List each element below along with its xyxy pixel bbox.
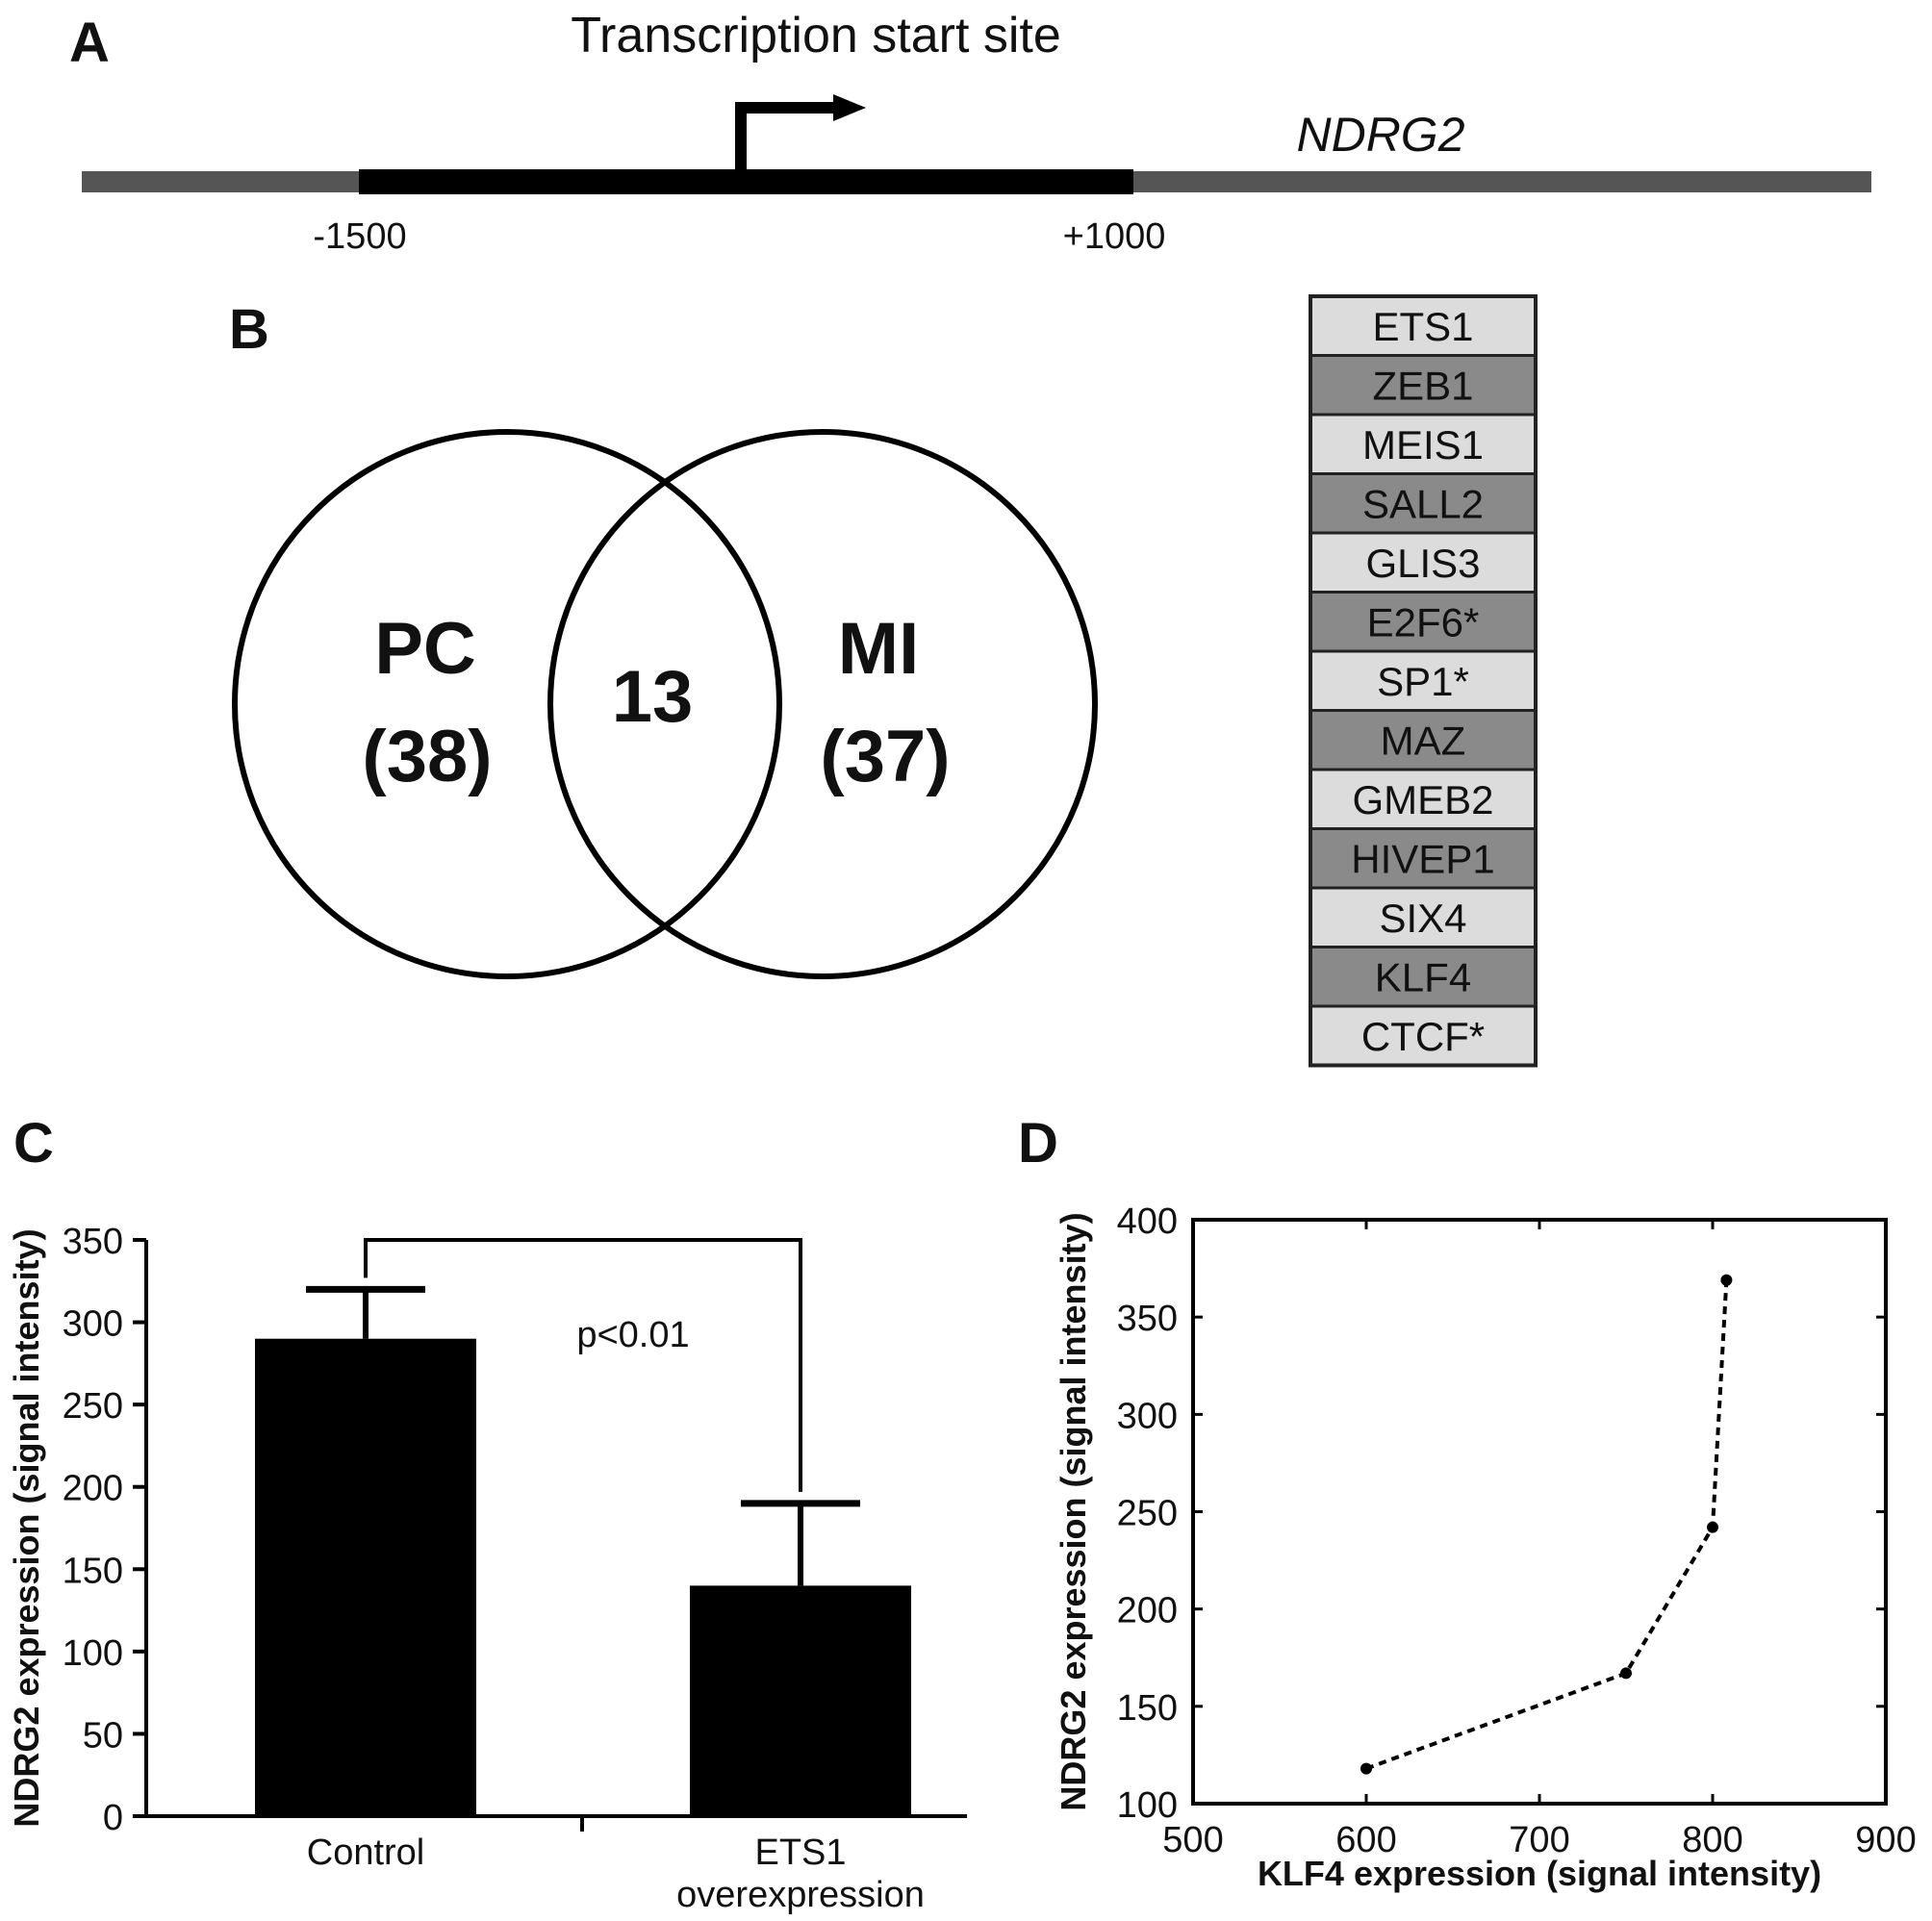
category-label-line: ETS1 — [754, 1833, 846, 1873]
y-axis-label-d: NDRG2 expression (signal intensity) — [1054, 1212, 1093, 1810]
y-tick-label-d: 150 — [1117, 1688, 1178, 1729]
category-label-line: Control — [307, 1833, 425, 1873]
tf-name: CTCF* — [1361, 1014, 1485, 1059]
y-axis-label-c: NDRG2 expression (signal intensity) — [7, 1228, 46, 1827]
data-point-d — [1620, 1667, 1632, 1680]
panel-c-letter: C — [13, 1112, 54, 1175]
tf-name: E2F6* — [1367, 599, 1480, 645]
y-tick-label-c: 350 — [63, 1222, 123, 1262]
panel-b-letter: B — [229, 298, 269, 361]
y-tick-label-c: 300 — [63, 1304, 123, 1345]
data-point-d — [1360, 1762, 1372, 1775]
y-tick-label-c: 50 — [83, 1715, 123, 1756]
chart-c: 0 50 100 150 200 250 300 350 NDRG2 expression (s… — [7, 1222, 967, 1915]
tf-cell — [1309, 413, 1538, 475]
panel-b: B PC (38) 13 MI (37) ETS1 ZEB1 MEIS1 SALL2 G… — [229, 294, 1538, 1068]
x-tick-label-d: 900 — [1855, 1820, 1916, 1860]
tf-name: SALL2 — [1362, 481, 1484, 526]
promoter-region — [359, 169, 1133, 194]
y-tick-label-d: 300 — [1117, 1396, 1178, 1436]
category-label-line: overexpression — [676, 1875, 925, 1915]
series-line-d — [1365, 1279, 1729, 1771]
tss-arrowhead-icon — [833, 94, 866, 121]
category-label-c: ETS1 overexpression — [676, 1833, 925, 1915]
panel-d: D 500 600 700 800 900 100 150 200 250 300 350 400 KL… — [1018, 1112, 1917, 1893]
venn-label-mi: MI — [838, 608, 919, 690]
tf-name: MEIS1 — [1362, 422, 1484, 468]
tf-table: ETS1 ZEB1 MEIS1 SALL2 GLIS3 E2F6* SP1* MAZ GMEB2… — [1309, 294, 1538, 1068]
tf-name: SP1* — [1377, 659, 1469, 704]
y-tick-label-c: 150 — [63, 1551, 123, 1591]
tf-cell — [1309, 946, 1538, 1008]
tf-name: MAZ — [1381, 718, 1466, 763]
x-tick-label-d: 700 — [1509, 1820, 1569, 1860]
data-point-d — [1707, 1521, 1718, 1533]
tf-table-border — [1309, 294, 1538, 1068]
x-tick-label-d: 500 — [1162, 1820, 1223, 1860]
y-tick-label-c: 100 — [63, 1633, 123, 1674]
x-tick-label-d: 800 — [1682, 1820, 1742, 1860]
tf-cell — [1309, 354, 1538, 417]
tf-name: SIX4 — [1379, 896, 1466, 941]
venn-count-mi: (37) — [820, 716, 950, 797]
venn-overlap-count: 13 — [612, 656, 694, 738]
venn-circle-mi — [547, 429, 1098, 979]
tf-name: KLF4 — [1375, 954, 1471, 999]
p-value-label: p<0.01 — [576, 1315, 689, 1355]
y-tick-label-d: 100 — [1117, 1785, 1178, 1826]
panel-d-letter: D — [1018, 1112, 1058, 1175]
x-tick-label-d: 600 — [1335, 1820, 1396, 1860]
y-tick-label-d: 250 — [1117, 1494, 1178, 1534]
right-coord: +1000 — [1063, 216, 1166, 257]
panel-c: C 0 50 100 150 200 250 300 350 NDRG2 expression … — [7, 1112, 967, 1915]
bar-c — [690, 1585, 911, 1816]
y-tick-label-d: 350 — [1117, 1299, 1178, 1339]
tf-name: ZEB1 — [1372, 363, 1473, 408]
tss-arrow-icon — [735, 102, 837, 171]
plot-frame-d — [1191, 1218, 1888, 1806]
category-label-c: Control — [307, 1833, 425, 1873]
panel-a: A Transcription start site NDRG2 -1500 +… — [69, 8, 1871, 257]
venn-circle-pc — [232, 429, 782, 979]
bar-c — [255, 1338, 476, 1816]
panel-a-letter: A — [69, 12, 110, 74]
left-coord: -1500 — [313, 216, 406, 257]
venn-label-pc: PC — [374, 608, 476, 690]
gene-name: NDRG2 — [1296, 108, 1464, 162]
tf-name: ETS1 — [1372, 304, 1473, 349]
tf-name: GMEB2 — [1352, 777, 1493, 822]
tf-name: HIVEP1 — [1351, 836, 1494, 881]
y-tick-label-d: 200 — [1117, 1591, 1178, 1631]
y-tick-label-d: 400 — [1117, 1201, 1178, 1242]
y-tick-label-c: 0 — [103, 1798, 123, 1838]
tss-label: Transcription start site — [571, 8, 1061, 63]
data-point-d — [1720, 1274, 1733, 1286]
significance-bracket — [364, 1238, 802, 1492]
tf-name: GLIS3 — [1365, 541, 1480, 586]
y-tick-label-c: 200 — [63, 1469, 123, 1509]
tf-cell — [1309, 294, 1538, 357]
y-tick-label-c: 250 — [63, 1386, 123, 1427]
chart-d: 500 600 700 800 900 100 150 200 250 300 350 400 KLF4… — [1054, 1201, 1917, 1893]
x-axis-label-d: KLF4 expression (signal intensity) — [1258, 1854, 1821, 1893]
venn-count-pc: (38) — [362, 716, 492, 797]
